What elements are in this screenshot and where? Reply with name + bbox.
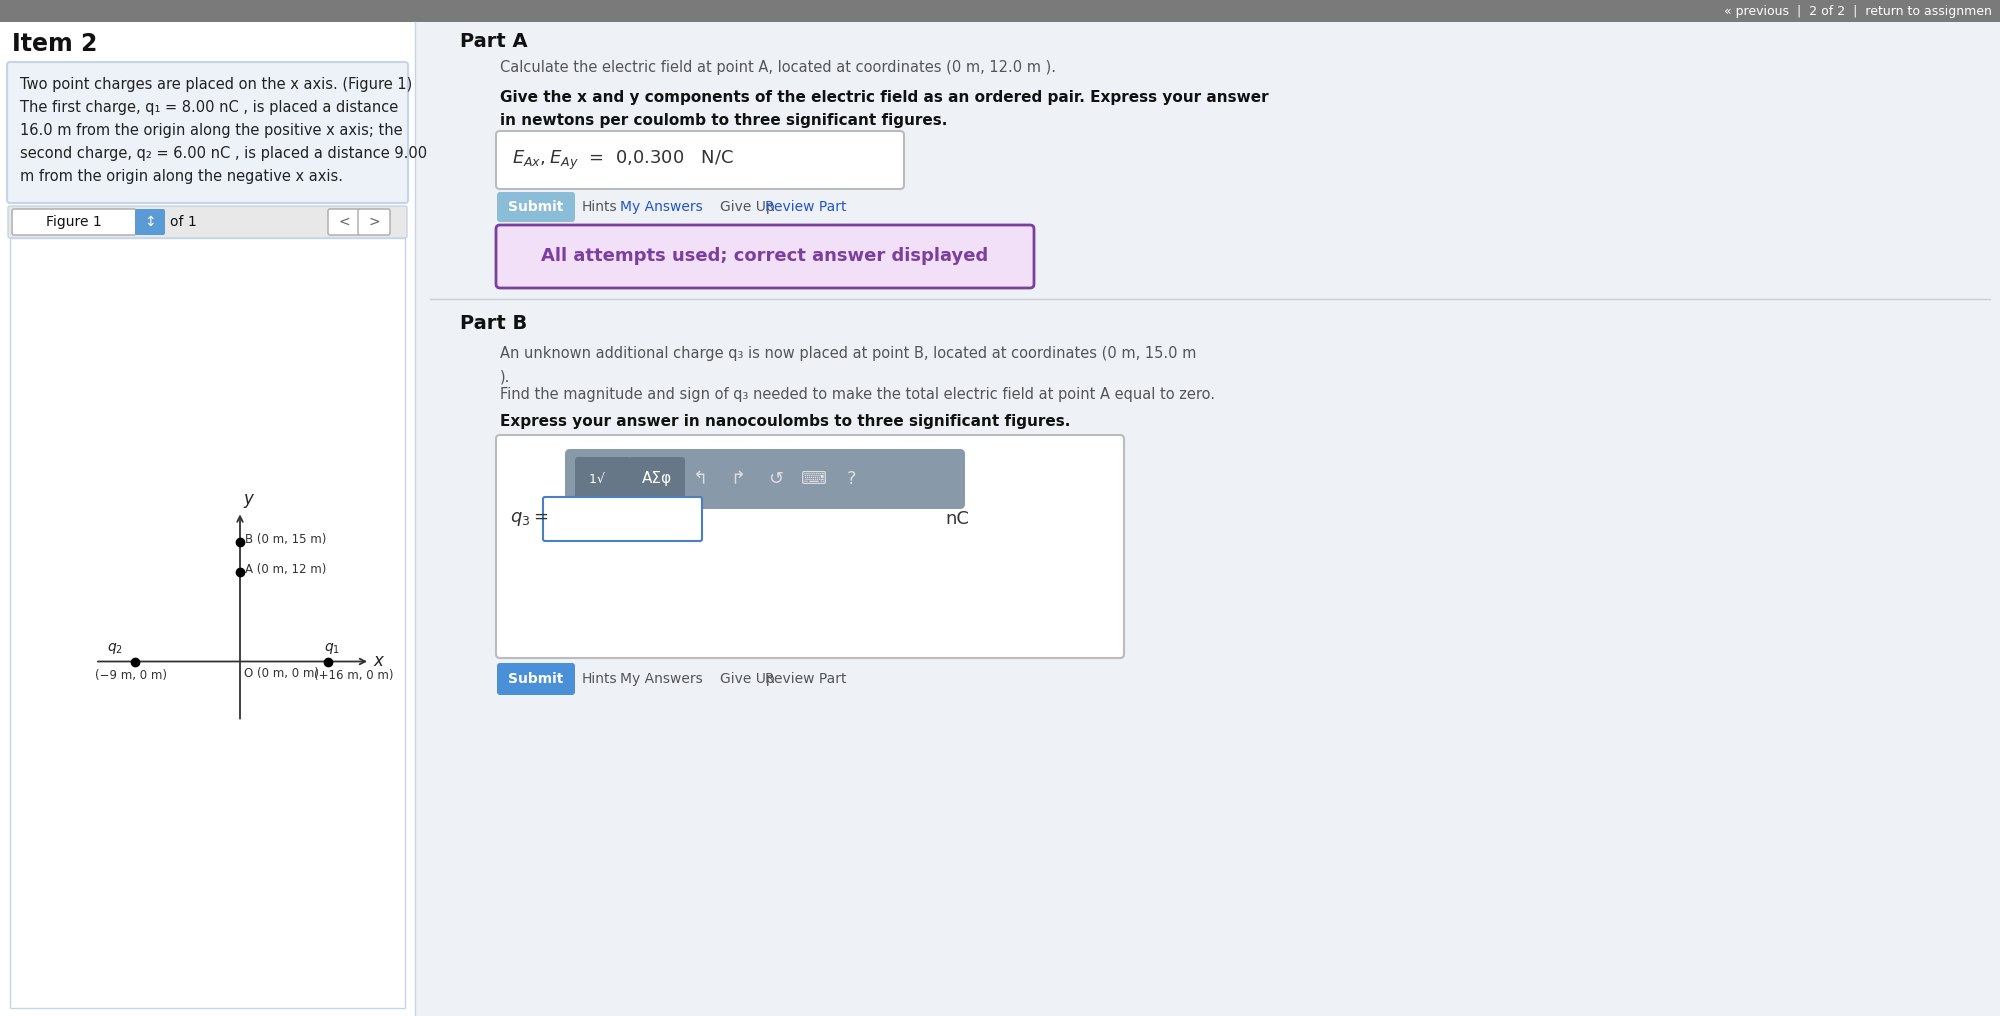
Text: Give the x and y components of the electric field as an ordered pair. Express yo: Give the x and y components of the elect… (500, 90, 1268, 105)
Text: ↺: ↺ (768, 470, 784, 488)
Text: (−9 m, 0 m): (−9 m, 0 m) (96, 670, 168, 683)
Text: Give Up: Give Up (720, 672, 774, 686)
Text: nC: nC (946, 510, 968, 528)
Text: Hints: Hints (582, 672, 618, 686)
FancyBboxPatch shape (496, 225, 1034, 288)
FancyBboxPatch shape (0, 0, 2000, 22)
FancyBboxPatch shape (136, 209, 164, 235)
Text: ↕: ↕ (144, 215, 156, 229)
Text: ↰: ↰ (692, 470, 708, 488)
FancyBboxPatch shape (544, 497, 702, 541)
Text: Item 2: Item 2 (12, 31, 98, 56)
FancyBboxPatch shape (566, 449, 964, 509)
FancyBboxPatch shape (0, 22, 416, 1016)
Text: second charge, q₂ = 6.00 nC , is placed a distance 9.00: second charge, q₂ = 6.00 nC , is placed … (20, 146, 428, 161)
Text: 16.0 m from the origin along the positive x axis; the: 16.0 m from the origin along the positiv… (20, 123, 402, 138)
Text: Give Up: Give Up (720, 200, 774, 214)
Text: An unknown additional charge q₃ is now placed at point B, located at coordinates: An unknown additional charge q₃ is now p… (500, 346, 1196, 361)
Text: Review Part: Review Part (764, 672, 846, 686)
FancyBboxPatch shape (628, 457, 684, 501)
FancyBboxPatch shape (8, 62, 408, 203)
Text: >: > (368, 215, 380, 229)
Text: $q_1$: $q_1$ (324, 641, 340, 656)
Text: Figure 1: Figure 1 (46, 215, 102, 229)
Text: My Answers: My Answers (620, 672, 702, 686)
FancyBboxPatch shape (496, 663, 576, 695)
FancyBboxPatch shape (496, 192, 576, 223)
Text: ↱: ↱ (730, 470, 746, 488)
FancyBboxPatch shape (496, 131, 904, 189)
Text: x: x (372, 652, 382, 671)
Text: « previous  |  2 of 2  |  return to assignmen: « previous | 2 of 2 | return to assignme… (1724, 4, 1992, 17)
Text: ⌨: ⌨ (800, 470, 828, 488)
Text: of 1: of 1 (170, 215, 196, 229)
Text: $q_3 =$: $q_3 =$ (510, 510, 548, 528)
FancyBboxPatch shape (12, 209, 136, 235)
Text: ?: ? (848, 470, 856, 488)
Text: Calculate the electric field at point A, located at coordinates (0 m, 12.0 m ).: Calculate the electric field at point A,… (500, 60, 1056, 75)
Text: B (0 m, 15 m): B (0 m, 15 m) (244, 533, 326, 546)
Text: O (0 m, 0 m): O (0 m, 0 m) (244, 666, 320, 680)
Text: in newtons per coulomb to three significant figures.: in newtons per coulomb to three signific… (500, 113, 948, 128)
FancyBboxPatch shape (328, 209, 360, 235)
Text: Part A: Part A (460, 31, 528, 51)
Text: y: y (244, 490, 252, 508)
Text: The first charge, q₁ = 8.00 nC , is placed a distance: The first charge, q₁ = 8.00 nC , is plac… (20, 100, 398, 115)
Text: Find the magnitude and sign of q₃ needed to make the total electric field at poi: Find the magnitude and sign of q₃ needed… (500, 387, 1216, 402)
FancyBboxPatch shape (8, 206, 408, 238)
FancyBboxPatch shape (576, 457, 632, 501)
FancyBboxPatch shape (10, 238, 404, 1008)
Text: A (0 m, 12 m): A (0 m, 12 m) (244, 563, 326, 576)
Text: Review Part: Review Part (764, 200, 846, 214)
Text: <: < (338, 215, 350, 229)
FancyBboxPatch shape (496, 435, 1124, 658)
Text: ).: ). (500, 369, 510, 384)
Text: $q_2$: $q_2$ (106, 641, 124, 656)
Text: Two point charges are placed on the x axis. (Figure 1): Two point charges are placed on the x ax… (20, 77, 412, 92)
Text: m from the origin along the negative x axis.: m from the origin along the negative x a… (20, 169, 344, 184)
Text: My Answers: My Answers (620, 200, 702, 214)
Text: 1√: 1√ (588, 472, 618, 486)
FancyBboxPatch shape (358, 209, 390, 235)
Text: AΣφ: AΣφ (642, 471, 672, 487)
Text: Hints: Hints (582, 200, 618, 214)
Text: Submit: Submit (508, 200, 564, 214)
Text: $E_{Ax}, E_{Ay}$  =  0,0.300   N/C: $E_{Ax}, E_{Ay}$ = 0,0.300 N/C (512, 148, 734, 172)
Text: All attempts used; correct answer displayed: All attempts used; correct answer displa… (542, 247, 988, 265)
Text: Express your answer in nanocoulombs to three significant figures.: Express your answer in nanocoulombs to t… (500, 414, 1070, 429)
Text: (+16 m, 0 m): (+16 m, 0 m) (314, 670, 394, 683)
Text: Submit: Submit (508, 672, 564, 686)
Text: Part B: Part B (460, 314, 528, 333)
